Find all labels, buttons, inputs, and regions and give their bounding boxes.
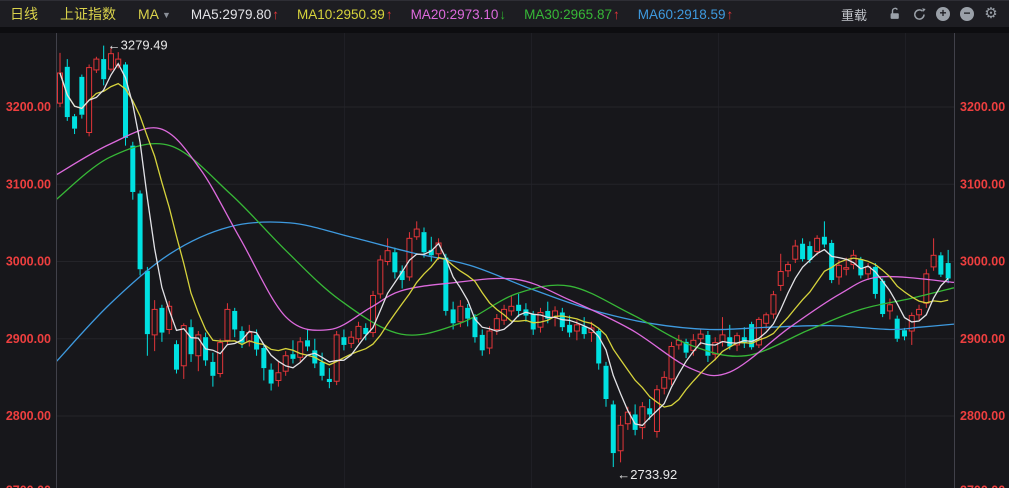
zoom-in-icon[interactable]: + (935, 6, 951, 22)
ma-legend-item: MA5:2979.80↑ (190, 6, 279, 22)
svg-text:3100.00: 3100.00 (960, 177, 1005, 191)
up-arrow-icon: ↑ (385, 6, 393, 22)
ma-legend-item: MA10:2950.39↑ (296, 6, 393, 22)
up-arrow-icon: ↑ (272, 6, 279, 22)
svg-text:2700.00: 2700.00 (6, 483, 51, 488)
low-price-annotation: ←2733.92 (617, 467, 677, 482)
ma-lines-layer (57, 62, 954, 427)
ma-line-ma60 (57, 221, 954, 362)
up-arrow-icon: ↑ (726, 6, 734, 22)
svg-text:2800.00: 2800.00 (6, 409, 51, 423)
annotations: ←3279.49 ←2733.92 (108, 38, 678, 482)
svg-text:3200.00: 3200.00 (6, 100, 51, 114)
chevron-down-icon: ▼ (162, 10, 171, 20)
y-axis-labels: 3200.00 3200.00 3100.00 3100.00 3000.00 3000.… (6, 100, 1005, 488)
svg-text:2700.00: 2700.00 (960, 483, 1005, 488)
ma-dropdown[interactable]: MA ▼ (138, 6, 171, 22)
candles-layer (57, 45, 951, 468)
ma-line-ma5 (59, 62, 949, 427)
svg-text:2900.00: 2900.00 (6, 332, 51, 346)
up-arrow-icon: ↑ (612, 6, 620, 22)
ma-line-ma20 (57, 127, 954, 377)
ma-dropdown-label: MA (138, 6, 159, 22)
ma-line-ma10 (59, 72, 949, 408)
tab-period-daily[interactable]: 日线 (10, 6, 38, 22)
refresh-icon[interactable] (911, 6, 927, 22)
ma-legend: MA5:2979.80↑ MA10:2950.39↑ MA20:2973.10↓ MA… (191, 7, 751, 22)
svg-text:3100.00: 3100.00 (6, 177, 51, 191)
candlestick-chart[interactable]: ←3279.49 ←2733.92 3200.00 3200.00 3100.00 310… (0, 27, 1009, 488)
svg-text:2900.00: 2900.00 (960, 332, 1005, 346)
svg-text:3000.00: 3000.00 (960, 255, 1005, 269)
down-arrow-icon: ↓ (499, 6, 507, 22)
svg-text:2800.00: 2800.00 (960, 409, 1005, 423)
zoom-out-icon[interactable]: − (959, 6, 975, 22)
settings-icon[interactable]: ⚙ (984, 5, 998, 22)
ma-legend-item: MA20:2973.10↓ (410, 6, 507, 22)
svg-text:3200.00: 3200.00 (960, 100, 1005, 114)
high-price-annotation: ←3279.49 (108, 38, 168, 53)
lock-icon[interactable] (887, 6, 903, 22)
ma-legend-item: MA30:2965.87↑ (524, 6, 620, 22)
ma-legend-item: MA60:2918.59↑ (637, 6, 734, 22)
tab-symbol-shanghai-index[interactable]: 上证指数 (60, 6, 116, 22)
svg-text:3000.00: 3000.00 (6, 255, 51, 269)
toolbar: 日线 上证指数 MA ▼ MA5:2979.80↑ MA10:2950.39↑ MA2… (0, 0, 1009, 27)
reload-button[interactable]: 重载 (840, 7, 867, 23)
ma-line-ma30 (57, 142, 954, 357)
grid (56, 33, 955, 488)
